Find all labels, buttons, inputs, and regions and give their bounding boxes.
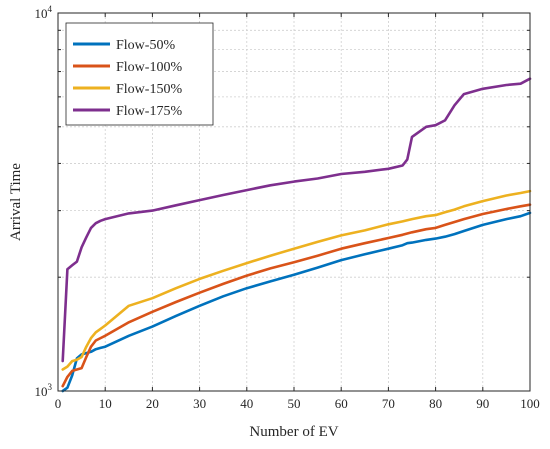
x-tick-label: 90 <box>476 396 489 411</box>
y-tick-exponent: 4 <box>48 4 53 14</box>
legend-item-3: Flow-175% <box>73 104 182 119</box>
series-layer <box>61 77 532 393</box>
x-tick-label: 70 <box>382 396 395 411</box>
legend-label-0: Flow-50% <box>116 38 175 53</box>
series-line-3 <box>61 77 532 363</box>
y-tick-base: 10 <box>35 6 48 21</box>
legend: Flow-50% Flow-100% Flow-150% Flow-175% <box>65 22 214 126</box>
y-tick-label: 104 <box>35 4 53 21</box>
y-axis-label: Arrival Time <box>8 163 24 241</box>
series-line-1 <box>61 203 532 388</box>
x-tick-label: 30 <box>193 396 206 411</box>
y-tick-exponent: 3 <box>48 382 53 392</box>
x-tick-label: 50 <box>288 396 301 411</box>
x-tick-label: 80 <box>429 396 442 411</box>
y-tick-base: 10 <box>35 384 48 399</box>
legend-label-1: Flow-100% <box>116 60 182 75</box>
x-tick-label: 100 <box>520 396 540 411</box>
x-tick-label: 60 <box>335 396 348 411</box>
series-line-2 <box>61 189 532 371</box>
legend-label-2: Flow-150% <box>116 82 182 97</box>
grid-layer <box>58 13 530 391</box>
legend-item-2: Flow-150% <box>73 82 182 97</box>
x-tick-label: 10 <box>99 396 112 411</box>
legend-item-0: Flow-50% <box>73 38 175 53</box>
legend-label-3: Flow-175% <box>116 104 182 119</box>
x-tick-label: 20 <box>146 396 159 411</box>
legend-box <box>65 22 214 126</box>
x-axis-label: Number of EV <box>249 424 338 440</box>
x-tick-label: 0 <box>55 396 62 411</box>
legend-item-1: Flow-100% <box>73 60 182 75</box>
y-tick-label: 103 <box>35 382 53 399</box>
x-tick-label: 40 <box>240 396 253 411</box>
